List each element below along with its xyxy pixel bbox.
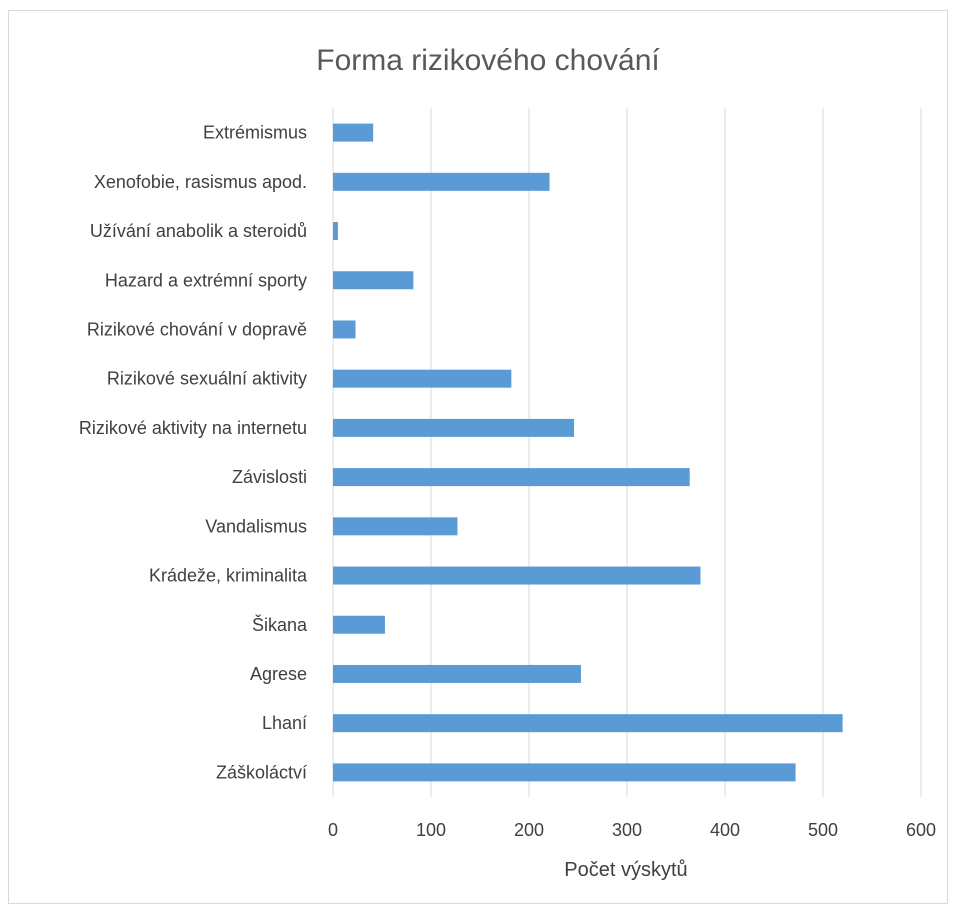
bar [333, 369, 512, 388]
x-tick-label: 100 [416, 820, 446, 840]
bars [333, 123, 843, 782]
category-label: Lhaní [262, 713, 307, 733]
category-label: Extrémismus [203, 123, 307, 143]
category-label: Xenofobie, rasismus apod. [94, 172, 307, 192]
bar [333, 468, 690, 487]
bar [333, 418, 575, 437]
chart-title: Forma rizikového chování [316, 44, 660, 77]
bar [333, 123, 374, 142]
x-tick-label: 200 [514, 820, 544, 840]
bar [333, 566, 701, 585]
x-axis-title: Počet výskytů [564, 859, 687, 881]
category-label: Rizikové chování v dopravě [87, 319, 307, 339]
category-label: Hazard a extrémní sporty [105, 270, 307, 290]
category-labels: Extrémismus Xenofobie, rasismus apod. Užív… [79, 123, 308, 783]
bar [333, 271, 414, 290]
bar [333, 172, 550, 191]
x-tick-labels: 0 100 200 300 400 500 600 [328, 820, 936, 840]
bar [333, 763, 796, 782]
bar [333, 714, 843, 733]
category-label: Vandalismus [205, 516, 307, 536]
category-label: Závislosti [232, 467, 307, 487]
bar [333, 320, 356, 339]
category-label: Krádeže, kriminalita [149, 566, 308, 586]
category-label: Agrese [250, 664, 307, 684]
gridlines [332, 108, 922, 797]
x-tick-label: 400 [710, 820, 740, 840]
category-label: Rizikové aktivity na internetu [79, 418, 307, 438]
category-label: Šikana [252, 614, 308, 635]
x-tick-label: 600 [906, 820, 936, 840]
bar [333, 664, 581, 683]
x-tick-label: 300 [612, 820, 642, 840]
category-label: Užívání anabolik a steroidů [90, 221, 307, 241]
chart-frame [8, 10, 948, 904]
category-label: Rizikové sexuální aktivity [107, 369, 307, 389]
x-tick-label: 500 [808, 820, 838, 840]
x-tick-label: 0 [328, 820, 338, 840]
category-label: Záškoláctví [216, 762, 307, 782]
bar [333, 517, 458, 536]
bar [333, 615, 385, 634]
bar [333, 222, 338, 241]
